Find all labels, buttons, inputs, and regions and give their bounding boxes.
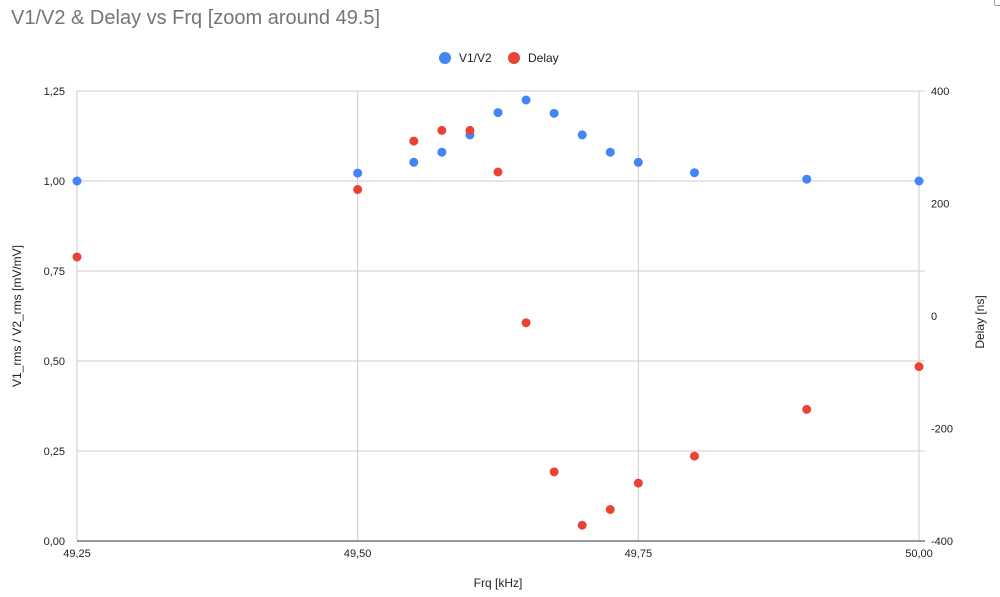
data-point-delay xyxy=(914,362,924,372)
y-left-tick-label: 0,00 xyxy=(44,536,65,548)
corner-handle xyxy=(994,0,1000,6)
data-point-delay xyxy=(605,505,615,514)
data-point-v1-v2 xyxy=(633,157,643,167)
data-point-delay xyxy=(689,451,699,461)
legend-marker xyxy=(439,52,451,64)
x-tick-label: 49,25 xyxy=(63,548,91,560)
x-tick-label: 49,50 xyxy=(344,548,372,560)
tick-labels: 0,00 0,25 0,50 0,75 1,00 1,25 49,25 49,50 49,75 5… xyxy=(44,86,953,560)
data-point-v1-v2 xyxy=(914,176,924,186)
y-right-tick-label: -400 xyxy=(931,536,953,548)
data-point-v1-v2 xyxy=(802,174,812,184)
y-left-tick-label: 0,25 xyxy=(44,446,65,458)
y-right-tick-label: 200 xyxy=(931,199,949,211)
data-point-v1-v2 xyxy=(409,157,419,167)
data-point-delay xyxy=(577,520,587,530)
y-axis-left-label: V1_rms / V2_rms [mV/mV] xyxy=(10,245,24,387)
data-point-delay xyxy=(72,252,82,262)
legend-label: Delay xyxy=(528,51,559,65)
data-point-delay xyxy=(549,467,559,477)
y-axis-right-label: Delay [ns] xyxy=(973,295,987,348)
data-point-delay xyxy=(521,318,531,328)
data-point-v1-v2 xyxy=(493,108,503,118)
x-axis-label: Frq [kHz] xyxy=(474,576,523,590)
chart-title: V1/V2 & Delay vs Frq [zoom around 49.5] xyxy=(11,7,381,29)
y-right-tick-label: 0 xyxy=(931,311,937,323)
data-point-v1-v2 xyxy=(549,108,559,118)
data-point-delay xyxy=(802,404,812,414)
data-point-delay xyxy=(493,167,503,177)
data-point-v1-v2 xyxy=(689,168,699,178)
y-right-tick-label: 400 xyxy=(931,86,949,98)
legend-label: V1/V2 xyxy=(459,51,492,65)
grid-lines xyxy=(76,90,925,541)
data-point-delay xyxy=(353,184,363,194)
data-point-delay xyxy=(437,125,447,135)
y-left-tick-label: 1,25 xyxy=(44,86,65,98)
data-point-delay xyxy=(465,125,475,135)
data-point-v1-v2 xyxy=(437,147,447,157)
legend: V1/V2 Delay xyxy=(439,51,559,65)
data-point-v1-v2 xyxy=(577,130,587,140)
data-points xyxy=(72,95,924,530)
x-tick-label: 50,00 xyxy=(905,548,933,560)
y-left-tick-label: 0,75 xyxy=(44,266,65,278)
data-point-v1-v2 xyxy=(353,168,363,178)
data-point-v1-v2 xyxy=(605,147,615,157)
x-tick-label: 49,75 xyxy=(625,548,653,560)
legend-marker xyxy=(508,52,520,64)
y-left-tick-label: 1,00 xyxy=(44,176,65,188)
data-point-v1-v2 xyxy=(521,95,531,105)
data-point-delay xyxy=(409,136,419,146)
data-point-delay xyxy=(633,478,643,488)
data-point-v1-v2 xyxy=(72,176,82,186)
y-right-tick-label: -200 xyxy=(931,424,953,436)
y-left-tick-label: 0,50 xyxy=(44,356,65,368)
